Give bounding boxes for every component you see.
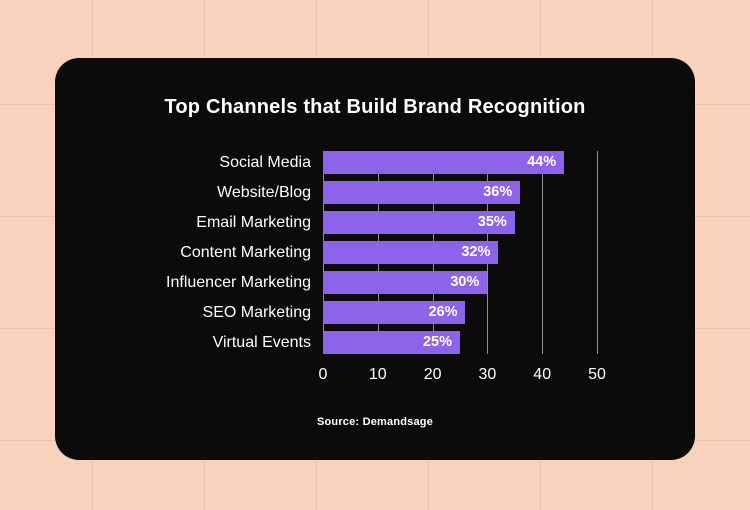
bar-row: 26% <box>323 301 597 324</box>
category-label: SEO Marketing <box>202 304 311 321</box>
x-tick-label: 50 <box>588 366 606 383</box>
plot-area: 44% 36% 35% 32% 30% 26% 25% <box>323 151 598 354</box>
category-label: Virtual Events <box>212 334 311 351</box>
bar: 35% <box>323 211 515 234</box>
category-label: Email Marketing <box>196 214 311 231</box>
bar: 25% <box>323 331 460 354</box>
bars-column: 44% 36% 35% 32% 30% 26% 25% <box>323 151 597 354</box>
bar-value-label: 32% <box>461 244 491 260</box>
bar: 32% <box>323 241 499 264</box>
gridline <box>542 151 544 354</box>
category-label: Content Marketing <box>180 244 311 261</box>
bar-value-label: 26% <box>428 304 458 320</box>
bar-row: 35% <box>323 211 597 234</box>
chart-card: Top Channels that Build Brand Recognitio… <box>55 58 695 460</box>
bar-value-label: 30% <box>450 274 480 290</box>
bar: 26% <box>323 301 466 324</box>
bar: 44% <box>323 151 565 174</box>
bar-row: 25% <box>323 331 597 354</box>
bar-row: 30% <box>323 271 597 294</box>
bar-value-label: 35% <box>477 214 507 230</box>
gridline <box>597 151 598 354</box>
bar-value-label: 44% <box>527 154 557 170</box>
bar: 36% <box>323 181 521 204</box>
x-axis: 0 10 20 30 40 50 <box>319 366 606 388</box>
chart-title: Top Channels that Build Brand Recognitio… <box>164 96 586 118</box>
x-tick-label: 0 <box>318 366 328 383</box>
bar-row: 36% <box>323 181 597 204</box>
bar-chart: Social Media Website/Blog Email Marketing C… <box>55 151 695 354</box>
bar-value-label: 25% <box>422 334 452 350</box>
bar-row: 44% <box>323 151 597 174</box>
source-caption: Source: Demandsage <box>316 416 434 428</box>
x-tick-label: 40 <box>533 366 552 383</box>
category-label: Influencer Marketing <box>166 274 311 291</box>
x-tick-label: 20 <box>423 366 442 383</box>
x-tick-label: 30 <box>478 366 497 383</box>
category-labels-column: Social Media Website/Blog Email Marketing C… <box>97 151 323 354</box>
bar-row: 32% <box>323 241 597 264</box>
category-label: Social Media <box>219 154 311 171</box>
x-tick-label: 10 <box>368 366 387 383</box>
bar-value-label: 36% <box>483 184 513 200</box>
bar: 30% <box>323 271 488 294</box>
category-label: Website/Blog <box>217 184 311 201</box>
